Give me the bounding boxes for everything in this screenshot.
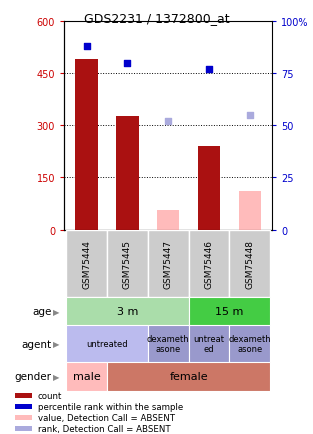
Text: GSM75444: GSM75444 xyxy=(82,239,91,288)
Text: agent: agent xyxy=(22,339,52,349)
Text: GSM75448: GSM75448 xyxy=(245,239,254,288)
Bar xyxy=(15,415,32,420)
Point xyxy=(166,118,171,125)
Bar xyxy=(189,297,270,326)
Bar xyxy=(148,326,189,362)
Bar xyxy=(239,192,261,230)
Text: 3 m: 3 m xyxy=(117,306,138,316)
Bar xyxy=(66,326,148,362)
Text: gender: gender xyxy=(15,372,52,381)
Point xyxy=(207,66,212,73)
Text: male: male xyxy=(73,372,100,381)
Text: GSM75445: GSM75445 xyxy=(123,239,132,288)
Text: value, Detection Call = ABSENT: value, Detection Call = ABSENT xyxy=(38,413,175,422)
Text: GDS2231 / 1372800_at: GDS2231 / 1372800_at xyxy=(84,12,229,25)
Text: untreated: untreated xyxy=(86,339,128,349)
Bar xyxy=(107,362,270,391)
Bar xyxy=(189,230,229,297)
Bar xyxy=(229,230,270,297)
Text: count: count xyxy=(38,391,62,401)
Text: dexameth
asone: dexameth asone xyxy=(147,334,190,354)
Text: untreat
ed: untreat ed xyxy=(193,334,224,354)
Point xyxy=(125,60,130,67)
Bar xyxy=(198,147,220,230)
Bar xyxy=(15,404,32,409)
Text: ▶: ▶ xyxy=(53,372,59,381)
Bar xyxy=(66,230,107,297)
Text: 15 m: 15 m xyxy=(215,306,244,316)
Bar xyxy=(157,211,179,230)
Text: ▶: ▶ xyxy=(53,339,59,349)
Text: GSM75446: GSM75446 xyxy=(205,239,213,288)
Bar xyxy=(116,117,139,230)
Bar xyxy=(66,362,107,391)
Bar xyxy=(148,230,189,297)
Text: GSM75447: GSM75447 xyxy=(164,239,173,288)
Bar xyxy=(229,326,270,362)
Bar xyxy=(189,326,229,362)
Bar xyxy=(66,297,189,326)
Text: rank, Detection Call = ABSENT: rank, Detection Call = ABSENT xyxy=(38,424,171,433)
Text: ▶: ▶ xyxy=(53,307,59,316)
Bar xyxy=(15,426,32,431)
Point xyxy=(84,43,89,50)
Bar xyxy=(15,394,32,398)
Text: percentile rank within the sample: percentile rank within the sample xyxy=(38,402,183,411)
Bar xyxy=(75,60,98,230)
Text: female: female xyxy=(169,372,208,381)
Text: age: age xyxy=(32,306,52,316)
Bar xyxy=(107,230,148,297)
Text: dexameth
asone: dexameth asone xyxy=(228,334,271,354)
Point xyxy=(247,112,252,119)
